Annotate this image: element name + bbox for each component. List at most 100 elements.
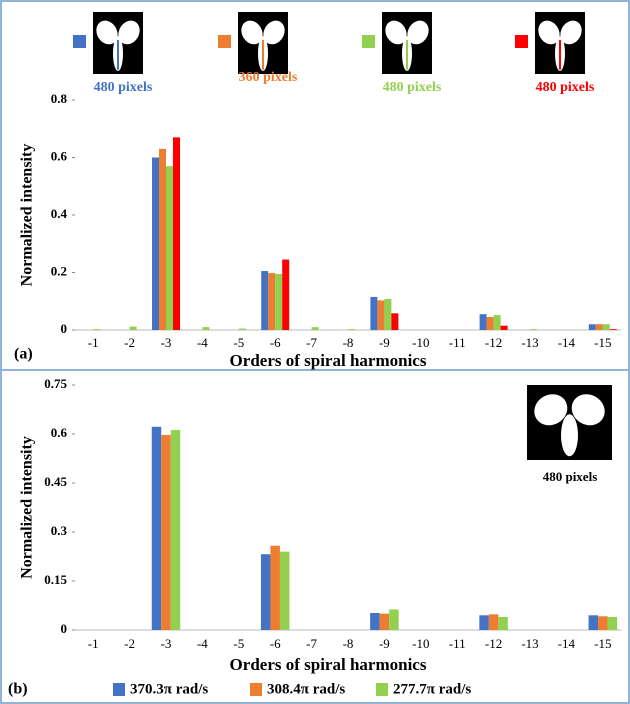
y-axis-title: Normalized intensity (19, 436, 36, 579)
x-tick-label: -4 (197, 335, 208, 350)
bar (589, 615, 599, 630)
bar (530, 329, 537, 330)
bar (377, 300, 384, 330)
y-tick-label: 0 (61, 321, 68, 336)
bar (480, 314, 487, 330)
x-tick-label: -15 (594, 636, 611, 651)
x-tick-label: -11 (449, 636, 466, 651)
legend-swatch (515, 35, 528, 48)
x-tick-label: -10 (412, 636, 429, 651)
legend-label: 370.3π rad/s (130, 681, 208, 697)
bar (239, 329, 246, 330)
x-tick-label: -14 (558, 636, 576, 651)
y-tick-label: 0.6 (51, 425, 68, 440)
bar (93, 329, 100, 330)
bar (282, 260, 289, 330)
y-tick-label: 0.6 (51, 148, 68, 163)
x-axis-title: Orders of spiral harmonics (230, 351, 427, 370)
x-tick-label: -2 (124, 636, 135, 651)
x-tick-label: -14 (558, 335, 576, 350)
y-tick-label: 0.8 (51, 91, 68, 106)
legend-label: 308.4π rad/s (267, 681, 345, 697)
legend-label: 277.7π rad/s (393, 681, 471, 697)
x-tick-label: -9 (379, 636, 390, 651)
x-tick-label: -12 (485, 335, 502, 350)
annotation: 480 pixels (543, 469, 598, 484)
y-tick-label: 0.2 (51, 263, 67, 278)
y-tick-label: 0.45 (44, 474, 67, 489)
panel-label: (b) (8, 681, 28, 698)
bar (275, 274, 282, 330)
bar (152, 158, 159, 331)
legend-swatch (73, 35, 86, 48)
bar (152, 427, 162, 630)
x-tick-label: -13 (521, 636, 538, 651)
legend-label: 480 pixels (536, 80, 595, 95)
bar (391, 313, 398, 330)
bar (261, 554, 271, 630)
bar (268, 273, 275, 330)
bar (202, 327, 209, 330)
bar (589, 324, 596, 330)
bar (487, 317, 494, 330)
bar (603, 324, 610, 330)
bar (608, 617, 618, 630)
legend-swatch (362, 35, 375, 48)
bar (261, 271, 268, 330)
x-tick-label: -8 (343, 636, 354, 651)
panel-label: (a) (14, 346, 33, 363)
bar (173, 137, 180, 330)
bar (370, 297, 377, 330)
x-tick-label: -5 (233, 335, 244, 350)
legend-label: 360 pixels (239, 70, 298, 85)
legend-label: 480 pixels (94, 80, 153, 95)
y-tick-label: 0 (61, 621, 68, 636)
x-tick-label: -6 (270, 335, 281, 350)
bar (610, 329, 617, 330)
legend-swatch (113, 683, 125, 696)
figure: 0 0.2 0.4 0.6 0.8 -1 -2 -3 -4 -5 -6 -7 -8 -9 -10 -11 -12… (0, 0, 630, 704)
y-tick-label: 0.3 (51, 523, 68, 538)
bar (494, 315, 501, 330)
x-tick-label: -9 (379, 335, 390, 350)
bar (389, 609, 399, 630)
bar (596, 324, 603, 330)
x-tick-label: -15 (594, 335, 611, 350)
y-tick-label: 0.15 (44, 572, 67, 587)
bar (370, 613, 380, 630)
x-tick-label: -7 (306, 636, 317, 651)
bar (380, 614, 390, 630)
bar (130, 327, 137, 330)
bar (159, 149, 166, 330)
bar (166, 166, 173, 330)
x-tick-label: -11 (449, 335, 466, 350)
bar (171, 430, 181, 630)
x-tick-label: -8 (343, 335, 354, 350)
bar (270, 546, 280, 630)
x-tick-label: -7 (306, 335, 317, 350)
y-tick-label: 0.4 (51, 206, 68, 221)
bar (598, 616, 608, 630)
x-tick-label: -5 (233, 636, 244, 651)
legend-swatch (376, 683, 388, 696)
x-axis-title: Orders of spiral harmonics (230, 655, 427, 674)
legend-label: 480 pixels (383, 80, 442, 95)
bar (384, 299, 391, 330)
bar (501, 326, 508, 330)
x-tick-label: -2 (124, 335, 135, 350)
x-tick-label: -13 (521, 335, 538, 350)
bar (280, 552, 290, 630)
y-axis-title: Normalized intensity (19, 144, 36, 287)
x-tick-label: -4 (197, 636, 208, 651)
y-tick-label: 0.75 (44, 376, 67, 391)
bar (348, 329, 355, 330)
legend-swatch (250, 683, 262, 696)
x-tick-label: -12 (485, 636, 502, 651)
bar (498, 617, 508, 630)
bar (161, 435, 171, 630)
bar (479, 615, 489, 630)
x-tick-label: -1 (88, 335, 99, 350)
x-tick-label: -3 (161, 636, 172, 651)
bar (489, 614, 499, 630)
x-tick-label: -10 (412, 335, 429, 350)
